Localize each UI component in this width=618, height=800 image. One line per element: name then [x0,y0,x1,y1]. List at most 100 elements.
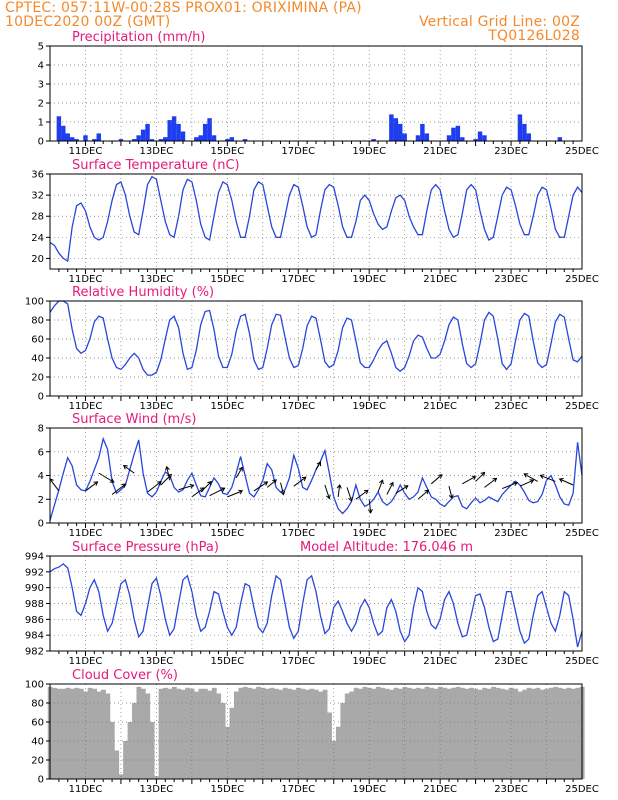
x-tick-label: 23DEC [494,274,528,285]
cloud-bar [442,687,448,779]
x-tick-label: 17DEC [281,146,315,157]
precip-bar [473,139,478,141]
x-tick-label: 23DEC [494,656,528,667]
cloud-bar [504,689,510,779]
precip-bar [517,114,523,141]
series-line [49,300,583,376]
precip-bar [424,133,430,141]
cloud-bar [300,688,306,779]
cloud-bar [544,688,550,779]
y-tick-label: 60 [31,335,44,346]
precip-bar [420,123,425,141]
cloud-bar [455,686,461,779]
y-tick-label: 0 [38,137,44,148]
x-tick-label: 15DEC [210,146,244,157]
cloud-bar [251,688,257,779]
cloud-bar [220,703,226,779]
y-tick-label: 2 [38,99,44,110]
x-tick-label: 19DEC [352,146,386,157]
cloud-bar [353,687,359,779]
x-tick-label: 17DEC [281,274,315,285]
x-tick-label: 21DEC [423,274,457,285]
precip-bar [176,123,181,141]
grid-line-note: Vertical Grid Line: 00Z [418,14,580,30]
cloud-bar [145,693,151,779]
panel-title: Surface Temperature (nC) [72,158,240,173]
x-tick-label: 17DEC [281,656,315,667]
x-tick-label: 13DEC [140,401,174,412]
cloud-bar [136,686,142,779]
cloud-bar [464,688,470,779]
precip-bar [402,133,407,141]
cloud-bar [335,726,341,779]
x-tick-label: 13DEC [140,656,174,667]
cloud-bar [362,686,368,779]
wind-vector [209,487,226,497]
y-tick-label: 5 [38,42,44,53]
series-line [49,563,583,648]
wind-vector [462,475,477,485]
precip-bar [225,139,230,141]
x-tick-label: 15DEC [210,784,244,795]
cloud-bar [123,741,128,779]
precip-bar [163,137,168,141]
cloud-bar [242,686,248,779]
cloud-bar [92,688,97,779]
y-tick-label: 28 [31,212,44,223]
wind-vector [417,489,430,500]
wind-vector [164,465,171,481]
cloud-bar [198,688,204,779]
y-tick-label: 4 [38,61,44,72]
cloud-bar [211,687,217,779]
x-tick-label: 25DEC [565,784,599,795]
precip-bar [65,133,70,141]
cloud-bar [446,688,452,779]
model-altitude-note: Model Altitude: 176.046 m [300,540,473,555]
x-tick-label: 19DEC [352,274,386,285]
y-tick-label: 32 [31,191,44,202]
precip-bar [92,139,97,141]
cloud-bar [513,688,519,779]
cloud-bar [158,688,164,779]
y-tick-label: 100 [25,680,44,691]
y-tick-label: 8 [38,424,44,435]
precip-bar [526,133,532,141]
y-tick-label: 20 [31,373,44,384]
x-tick-label: 23DEC [494,146,528,157]
wind-vector [49,478,60,492]
cloud-bar [460,687,465,779]
precip-bar [557,137,563,141]
wind-vector [346,487,353,502]
cloud-bar [393,687,399,779]
x-tick-label: 21DEC [423,146,457,157]
panel-title: Surface Pressure (hPa) [72,540,219,555]
cloud-bar [522,689,527,779]
x-tick-label: 25DEC [565,528,599,539]
cloud-bar [468,687,474,779]
y-tick-label: 3 [38,80,44,91]
panel-4: 982 984 986 988 990 992 994 11DEC 13DEC 15DEC 17DE… [25,540,599,667]
cloud-bar [194,691,199,779]
cloud-bar [557,687,563,779]
cloud-bar [256,686,261,779]
wind-vector [111,483,127,495]
x-tick-label: 11DEC [69,656,103,667]
x-tick-label: 11DEC [69,401,103,412]
x-tick-label: 11DEC [69,784,103,795]
cloud-bar [87,687,93,779]
x-tick-label: 25DEC [565,401,599,412]
run-date: 10DEC2020 00Z (GMT) [5,14,171,30]
y-tick-label: 982 [25,647,44,658]
cloud-bar [433,688,439,779]
y-tick-label: 80 [31,699,44,710]
wind-vector [98,472,115,483]
x-tick-label: 15DEC [210,274,244,285]
precip-bar [451,127,456,141]
wind-vector [315,461,321,470]
cloud-bar [114,750,120,779]
cloud-bar [291,689,297,779]
cloud-bar [304,689,310,779]
cloud-bar [167,688,173,779]
y-tick-label: 986 [25,615,44,626]
panel-title: Surface Wind (m/s) [72,412,196,427]
